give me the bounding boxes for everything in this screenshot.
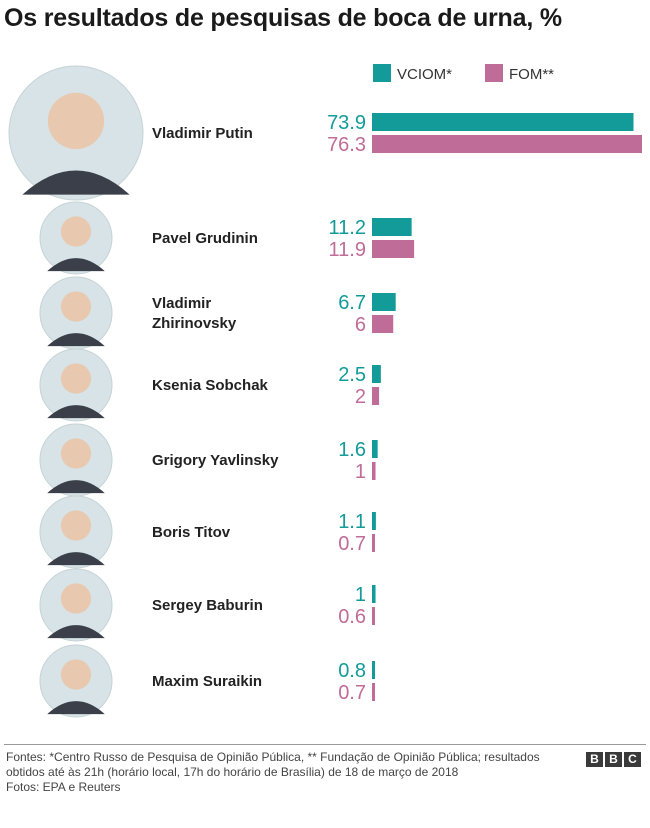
photos-credit: Fotos: EPA e Reuters: [6, 780, 121, 794]
bar-value-label: 1.1: [338, 511, 366, 533]
bar: [372, 585, 376, 603]
bar-value-label: 1.6: [338, 439, 366, 461]
candidate-name: Vladimir Zhirinovsky: [152, 295, 237, 332]
bar: [372, 218, 412, 236]
footer-divider: [4, 744, 646, 745]
candidate-name: Ksenia Sobchak: [152, 377, 269, 394]
chart-rows: Vladimir Putin 73.976.3 Pavel Grudinin 11.2…: [8, 65, 642, 718]
bar: [372, 462, 376, 480]
bar-value-label: 1: [355, 461, 366, 483]
bar-value-label: 73.9: [327, 112, 366, 134]
bar-value-label: 0.8: [338, 660, 366, 682]
bar-value-label: 6.7: [338, 292, 366, 314]
legend-swatch: [373, 64, 391, 82]
candidate-photo: [39, 568, 113, 642]
bar: [372, 365, 381, 383]
legend-label: FOM**: [509, 66, 554, 83]
bar-value-label: 2.5: [338, 364, 366, 386]
candidate-row: Boris Titov 1.10.7: [39, 495, 376, 569]
candidate-name: Boris Titov: [152, 524, 231, 541]
candidate-photo: [39, 348, 113, 422]
bar-value-label: 6: [355, 314, 366, 336]
bar: [372, 293, 396, 311]
bbc-logo: B B C: [586, 752, 641, 767]
candidate-name: Vladimir Putin: [152, 125, 253, 142]
bar: [372, 534, 375, 552]
bar-value-label: 0.7: [338, 533, 366, 555]
candidate-photo: [39, 495, 113, 569]
bar-value-label: 76.3: [327, 134, 366, 156]
bar: [372, 440, 378, 458]
bar: [372, 315, 394, 333]
candidate-row: Sergey Baburin 10.6: [39, 568, 376, 642]
candidate-row: Vladimir Putin 73.976.3: [8, 65, 642, 201]
footer-notes: Fontes: *Centro Russo de Pesquisa de Opi…: [6, 750, 566, 795]
candidate-name: Maxim Suraikin: [152, 673, 262, 690]
bar-value-label: 11.9: [329, 239, 366, 261]
bar: [372, 512, 376, 530]
candidate-row: Pavel Grudinin 11.211.9: [39, 201, 415, 275]
bar-value-label: 0.6: [338, 606, 366, 628]
bar: [372, 240, 415, 258]
candidate-row: Vladimir Zhirinovsky 6.76: [39, 276, 396, 350]
candidate-name: Grigory Yavlinsky: [152, 452, 279, 469]
candidate-row: Ksenia Sobchak 2.52: [39, 348, 381, 422]
candidate-row: Grigory Yavlinsky 1.61: [39, 423, 378, 497]
candidate-photo: [39, 276, 113, 350]
bar-value-label: 1: [355, 584, 366, 606]
bar: [372, 607, 375, 625]
bar: [372, 683, 375, 701]
candidate-photo: [39, 644, 113, 718]
bar-value-label: 11.2: [329, 217, 366, 239]
bar: [372, 135, 642, 153]
logo-letter: C: [624, 752, 641, 767]
bar-value-label: 2: [355, 386, 366, 408]
bar: [372, 113, 634, 131]
candidate-photo: [8, 65, 144, 201]
bar-value-label: 0.7: [338, 682, 366, 704]
bar: [372, 387, 380, 405]
chart-legend: VCIOM* FOM**: [373, 64, 554, 83]
legend-label: VCIOM*: [397, 66, 452, 83]
logo-letter: B: [605, 752, 622, 767]
sources-note: Fontes: *Centro Russo de Pesquisa de Opi…: [6, 750, 540, 779]
logo-letter: B: [586, 752, 603, 767]
candidate-name: Sergey Baburin: [152, 597, 263, 614]
chart-title: Os resultados de pesquisas de boca de ur…: [4, 4, 562, 32]
candidate-name: Pavel Grudinin: [152, 230, 258, 247]
candidate-row: Maxim Suraikin 0.80.7: [39, 644, 375, 718]
legend-swatch: [485, 64, 503, 82]
bar: [372, 661, 375, 679]
bar-chart: VCIOM* FOM** Vladimir Putin 73.976.3 Pavel …: [8, 64, 642, 718]
candidate-photo: [39, 423, 113, 497]
candidate-photo: [39, 201, 113, 275]
